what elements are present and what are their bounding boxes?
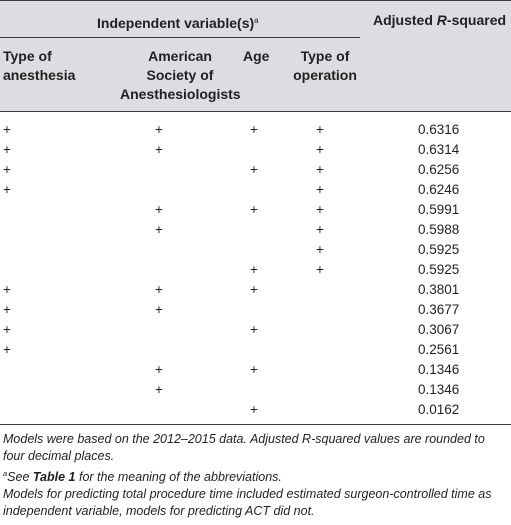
cell-type-of-operation: + [316,162,324,177]
cell-type-of-operation: + [316,122,324,137]
table-row: + + + +0.6316 [0,120,511,140]
cell-adjusted-r-squared: 0.6314 [418,142,460,157]
cell-age: + [250,262,258,277]
cell-adjusted-r-squared: 0.1346 [418,382,460,397]
table-header: Independent variable(s)a Adjusted R-squa… [0,0,511,112]
note-data-source: Models were based on the 2012–2015 data.… [3,432,485,463]
adjusted-r-squared-header: Adjusted R-squared [373,12,507,28]
table-row: + +0.5925 [0,260,511,280]
cell-type-of-operation: + [316,182,324,197]
cell-type-of-operation: + [316,222,324,237]
cell-asa: + [155,382,163,397]
table-row: + + +0.6314 [0,140,511,160]
cell-adjusted-r-squared: 0.6246 [418,182,460,197]
table-row: + +0.3677 [0,300,511,320]
table-row: +0.0162 [0,400,511,420]
cell-adjusted-r-squared: 0.6316 [418,122,460,137]
cell-asa: + [155,122,163,137]
cell-type-of-anesthesia: + [3,342,11,357]
table-notes: Models were based on the 2012–2015 data.… [3,431,508,520]
column-header-age: Age [243,48,270,64]
table-body: + + + +0.6316 + + +0.6314 + + +0.6256 + +0.6246 + + +0… [0,120,511,420]
column-header-type-of-anesthesia: Type of anesthesia [3,48,76,83]
table-row: + + +0.6256 [0,160,511,180]
table-row: + + +0.3801 [0,280,511,300]
table-row: +0.5925 [0,240,511,260]
cell-adjusted-r-squared: 0.3067 [418,322,460,337]
group-title-text: Independent variable(s) [97,15,255,31]
table-bottom-rule [0,424,511,425]
cell-type-of-anesthesia: + [3,142,11,157]
cell-adjusted-r-squared: 0.0162 [418,402,460,417]
cell-adjusted-r-squared: 0.1346 [418,362,460,377]
note-models: Models for predicting total procedure ti… [3,487,492,518]
cell-age: + [250,362,258,377]
cell-type-of-operation: + [316,242,324,257]
cell-age: + [250,202,258,217]
cell-type-of-anesthesia: + [3,162,11,177]
table-row: +0.1346 [0,380,511,400]
table-row: + +0.3067 [0,320,511,340]
cell-asa: + [155,142,163,157]
cell-adjusted-r-squared: 0.5925 [418,262,460,277]
cell-age: + [250,122,258,137]
cell-type-of-operation: + [316,142,324,157]
cell-age: + [250,402,258,417]
cell-type-of-anesthesia: + [3,122,11,137]
cell-type-of-operation: + [316,262,324,277]
cell-adjusted-r-squared: 0.5991 [418,202,460,217]
cell-adjusted-r-squared: 0.2561 [418,342,460,357]
cell-type-of-anesthesia: + [3,322,11,337]
cell-asa: + [155,282,163,297]
cell-age: + [250,282,258,297]
header-bottom-rule [0,111,511,112]
note-abbreviations: aSee Table 1 for the meaning of the abbr… [3,469,282,484]
column-header-type-of-operation: Type of operation [293,48,357,83]
cell-adjusted-r-squared: 0.5925 [418,242,460,257]
cell-asa: + [155,202,163,217]
table-row: +0.2561 [0,340,511,360]
cell-asa: + [155,222,163,237]
independent-variables-header: Independent variable(s)a [97,11,259,33]
cell-type-of-anesthesia: + [3,182,11,197]
cell-asa: + [155,362,163,377]
cell-type-of-anesthesia: + [3,282,11,297]
group-rule [0,37,360,38]
table-row: + +0.6246 [0,180,511,200]
cell-type-of-operation: + [316,202,324,217]
cell-adjusted-r-squared: 0.3677 [418,302,460,317]
cell-age: + [250,162,258,177]
cell-adjusted-r-squared: 0.3801 [418,282,460,297]
cell-adjusted-r-squared: 0.6256 [418,162,460,177]
footnote-mark: a [254,16,259,25]
cell-adjusted-r-squared: 0.5988 [418,222,460,237]
table-row: + +0.1346 [0,360,511,380]
table-row: + + +0.5991 [0,200,511,220]
cell-type-of-anesthesia: + [3,302,11,317]
cell-age: + [250,322,258,337]
cell-asa: + [155,302,163,317]
column-header-asa: American Society of Anesthesiologists [120,48,241,102]
table-row: + +0.5988 [0,220,511,240]
